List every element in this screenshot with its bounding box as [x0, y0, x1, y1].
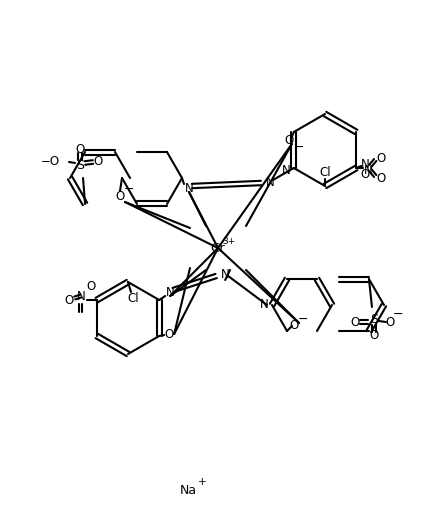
Text: O: O	[376, 152, 385, 164]
Text: N: N	[185, 182, 194, 194]
Text: O: O	[165, 328, 174, 341]
Text: S: S	[76, 160, 84, 173]
Text: N: N	[77, 289, 86, 302]
Text: Na: Na	[179, 484, 197, 497]
Text: −: −	[393, 308, 403, 321]
Text: N: N	[221, 268, 230, 280]
Text: O: O	[351, 316, 359, 329]
Text: O: O	[284, 133, 293, 146]
Text: O: O	[116, 191, 124, 204]
Text: −: −	[293, 141, 304, 153]
Text: Cl: Cl	[319, 166, 331, 180]
Text: +: +	[198, 477, 206, 487]
Text: S: S	[370, 312, 378, 326]
Text: N: N	[364, 163, 373, 176]
Text: O: O	[376, 172, 385, 184]
Text: N: N	[361, 158, 370, 171]
Text: Cr: Cr	[211, 242, 225, 255]
Text: N: N	[260, 299, 268, 311]
Text: O: O	[65, 293, 74, 307]
Text: −: −	[298, 312, 308, 326]
Text: O: O	[93, 155, 103, 169]
Text: O: O	[360, 167, 370, 181]
Text: N: N	[166, 286, 174, 299]
Text: N: N	[281, 163, 290, 176]
Text: N: N	[266, 175, 274, 188]
Text: −O: −O	[41, 155, 60, 169]
Text: O: O	[87, 279, 96, 292]
Text: O: O	[289, 320, 299, 332]
Text: O: O	[75, 143, 85, 156]
Text: 3+: 3+	[223, 236, 235, 246]
Text: −: −	[124, 183, 134, 195]
Text: O: O	[369, 329, 379, 342]
Text: Cl: Cl	[127, 291, 139, 304]
Text: O: O	[385, 316, 395, 329]
